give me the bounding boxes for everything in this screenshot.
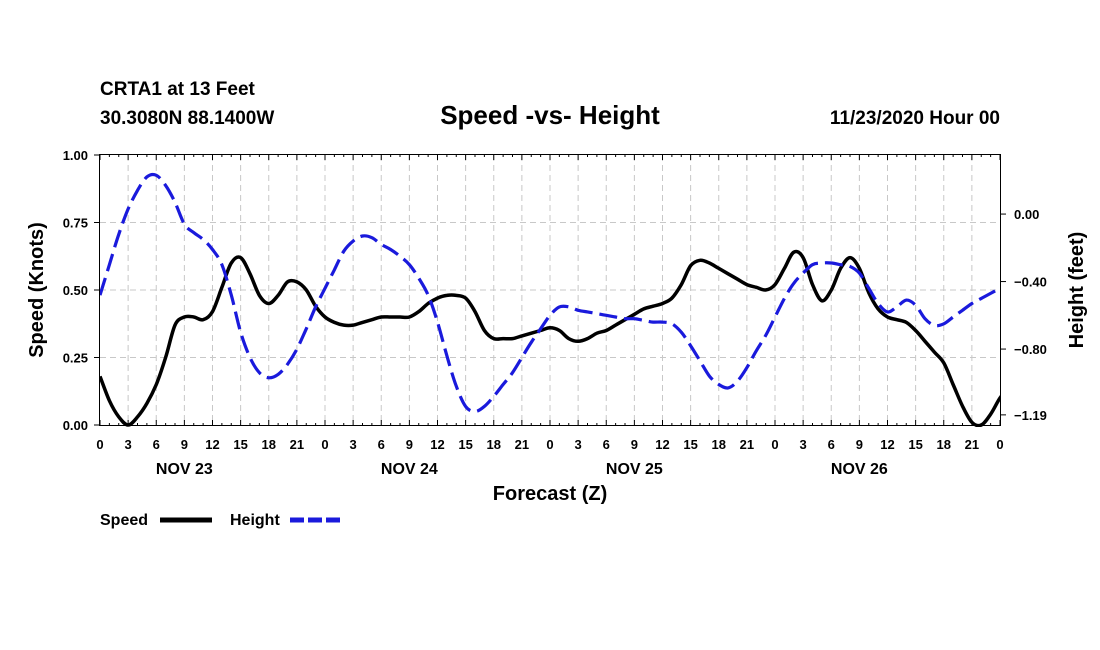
x-tick-label: 6 — [378, 437, 385, 452]
x-tick-label: 15 — [683, 437, 697, 452]
x-tick-label: 9 — [181, 437, 188, 452]
y-left-tick-label: 1.00 — [63, 148, 88, 163]
x-tick-label: 9 — [856, 437, 863, 452]
y-left-tick-label: 0.25 — [63, 351, 88, 366]
x-tick-label: 12 — [205, 437, 219, 452]
x-tick-label: 6 — [828, 437, 835, 452]
y-axis-left-label: Speed (Knots) — [26, 222, 48, 358]
y-left-tick-label: 0.50 — [63, 283, 88, 298]
y-left-tick-label: 0.00 — [63, 418, 88, 433]
legend: Speed Height — [100, 512, 342, 529]
date-label: 11/23/2020 Hour 00 — [830, 108, 1000, 129]
legend-height-label: Height — [230, 512, 280, 529]
x-tick-label: 0 — [996, 437, 1003, 452]
x-tick-label: 15 — [233, 437, 247, 452]
x-tick-label: 21 — [740, 437, 754, 452]
x-axis-label: Forecast (Z) — [493, 483, 607, 505]
series-speed-line — [100, 249, 1000, 427]
x-tick-label: 3 — [800, 437, 807, 452]
x-tick-label: 3 — [125, 437, 132, 452]
day-label: NOV 23 — [156, 461, 213, 478]
x-tick-label: 0 — [96, 437, 103, 452]
coordinates-label: 30.3080N 88.1400W — [100, 108, 274, 129]
x-tick-label: 0 — [321, 437, 328, 452]
x-tick-label: 6 — [603, 437, 610, 452]
x-tick-label: 9 — [631, 437, 638, 452]
x-tick-label: 18 — [937, 437, 951, 452]
series-lines — [100, 172, 1000, 427]
x-tick-label: 0 — [771, 437, 778, 452]
x-tick-label: 12 — [880, 437, 894, 452]
y-right-tick-label: −0.40 — [1014, 275, 1047, 290]
x-tick-label: 18 — [712, 437, 726, 452]
x-tick-label: 15 — [458, 437, 472, 452]
y-left-tick-label: 0.75 — [63, 216, 88, 231]
x-tick-label: 21 — [290, 437, 304, 452]
x-tick-label: 0 — [546, 437, 553, 452]
x-tick-label: 12 — [655, 437, 669, 452]
chart-title: Speed -vs- Height — [440, 100, 660, 130]
day-label: NOV 24 — [381, 461, 438, 478]
station-label: CRTA1 at 13 Feet — [100, 79, 256, 100]
day-label: NOV 26 — [831, 461, 888, 478]
y-axis-right-label: Height (feet) — [1066, 232, 1088, 349]
x-tick-label: 6 — [153, 437, 160, 452]
x-tick-label: 9 — [406, 437, 413, 452]
x-tick-label: 21 — [965, 437, 979, 452]
day-label: NOV 25 — [606, 461, 663, 478]
x-tick-label: 21 — [515, 437, 529, 452]
plot-frame — [99, 154, 1001, 426]
legend-speed-label: Speed — [100, 512, 148, 529]
y-right-tick-label: 0.00 — [1014, 207, 1039, 222]
x-tick-label: 18 — [262, 437, 276, 452]
y-right-tick-label: −1.19 — [1014, 408, 1047, 423]
grid-lines — [100, 155, 1000, 425]
x-tick-label: 18 — [487, 437, 501, 452]
x-tick-label: 15 — [908, 437, 922, 452]
x-tick-label: 3 — [575, 437, 582, 452]
x-tick-label: 12 — [430, 437, 444, 452]
axis-ticks: 0 3 6 9 12 15 18 21 0 3 6 9 12 15 18 21 0 3 6 9 12 15 18 21 0 3 6 9… — [63, 148, 1047, 478]
series-height-line — [100, 172, 1000, 414]
y-right-tick-label: −0.80 — [1014, 342, 1047, 357]
x-tick-label: 3 — [350, 437, 357, 452]
